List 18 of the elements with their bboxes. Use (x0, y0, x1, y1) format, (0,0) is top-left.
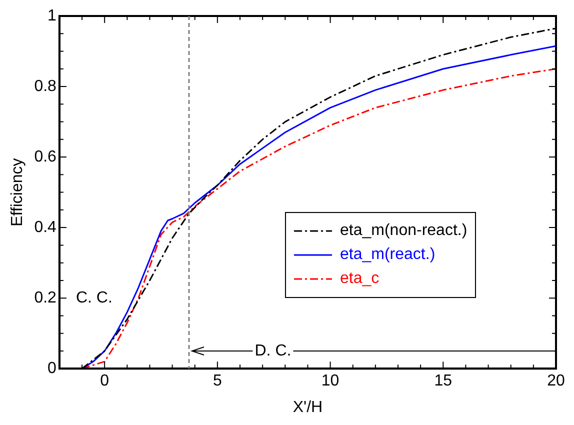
x-tick-label: 20 (547, 372, 565, 390)
y-tick-label: 0.8 (34, 78, 57, 95)
x-tick-label: 0 (100, 372, 110, 390)
legend-label: eta_m(non-react.) (340, 222, 468, 240)
y-tick-label: 1 (48, 7, 57, 24)
y-tick-label: 0.4 (34, 218, 57, 236)
legend-label: eta_m(react.) (340, 246, 436, 264)
x-axis-title: X'/H (292, 398, 323, 416)
x-tick-label: 10 (321, 372, 340, 390)
annotation: D. C. (254, 342, 292, 360)
y-tick-label: 0.6 (34, 148, 57, 166)
x-tick-label: 5 (212, 372, 222, 390)
y-axis-title: Efficiency (9, 158, 26, 226)
x-tick-label: 15 (434, 372, 452, 390)
y-tick-label: 0 (48, 360, 57, 378)
legend-label: eta_c (340, 270, 380, 288)
annotation: C. C. (76, 289, 112, 306)
y-tick-label: 0.2 (34, 289, 57, 306)
